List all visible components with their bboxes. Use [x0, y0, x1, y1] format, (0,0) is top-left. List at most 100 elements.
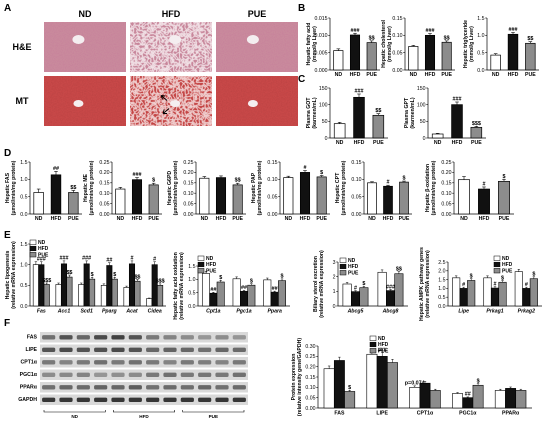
legend-swatch-hfd — [339, 263, 347, 270]
y-tick-label: 0.10 — [441, 191, 451, 197]
central-vein — [73, 100, 84, 107]
y-tick-label: 0.05 — [183, 201, 193, 207]
significance-mark: ### — [426, 28, 435, 34]
y-tick-label: 0.00 — [267, 212, 277, 218]
bar-nd — [490, 54, 501, 71]
chart-d3: Hepatic G6PD(μmol/min/mg protein) 0.00 0.0… — [167, 160, 246, 222]
x-tick-label: Prkag1 — [486, 309, 503, 315]
y-tick-label: 100 — [417, 102, 426, 108]
histology-row-label: MT — [16, 96, 29, 106]
legend-swatch-pue — [197, 268, 205, 274]
bar-pue — [470, 126, 483, 139]
central-vein — [169, 35, 182, 44]
significance-mark: # — [354, 285, 357, 291]
bar-nd — [514, 271, 523, 307]
bar-pue — [66, 276, 73, 307]
legend-label: ND — [378, 336, 386, 342]
blot-band — [146, 335, 160, 340]
blot-band — [163, 372, 177, 378]
bar-nd — [146, 298, 153, 307]
blot-band — [59, 397, 73, 403]
bar-hfd — [151, 264, 158, 307]
bar-hfd — [507, 33, 519, 71]
y-tick-label: 0.15 — [183, 181, 193, 187]
y-tick-label: 0.10 — [305, 385, 315, 391]
blot-band — [42, 347, 56, 353]
bar-pue — [111, 278, 118, 307]
y-tick-label: 1 — [333, 289, 336, 295]
chart-d5: Hepatic CPT(μmol/min/mg protein) 0.00 0.05… — [335, 160, 412, 222]
x-tick-label: ND — [336, 140, 344, 146]
blot-band — [163, 335, 177, 340]
bar-hfd — [299, 172, 311, 215]
y-axis-label: Hepatic ME(μmol/min/mg protein) — [83, 160, 95, 215]
x-tick-label: PUE — [232, 216, 243, 222]
blot-band — [232, 335, 246, 340]
blot-band — [198, 335, 212, 340]
blot-band — [128, 335, 142, 340]
blot-row-label: PGC1α — [20, 372, 38, 378]
y-tick-label: 150 — [417, 86, 426, 92]
blot-strip — [40, 332, 248, 343]
bar-hfd — [50, 174, 62, 215]
significance-mark: ### — [82, 256, 91, 262]
y-axis-label: Hepatic AMPK pathway genes(relative mRNA… — [419, 247, 431, 321]
blot-group-label: ND — [71, 414, 78, 419]
blot-band — [76, 397, 90, 403]
y-tick-label: 0 — [325, 136, 328, 142]
significance-mark: # — [131, 256, 134, 262]
y-tick-label: 0.05 — [351, 194, 361, 200]
significance-mark: $ — [113, 272, 116, 278]
y-tick-label: 50 — [420, 119, 426, 125]
panel-label-f: F — [4, 318, 10, 329]
legend-swatch-nd — [197, 255, 205, 261]
micrograph-texture — [44, 76, 126, 126]
y-tick-label: 0.5 — [477, 50, 484, 56]
charts: Hepatic fatty acid(mmol/g Liver)0.0000.0… — [5, 16, 542, 417]
blot-band — [180, 347, 194, 353]
bar-pue — [344, 391, 356, 409]
x-tick-label: CPT1α — [417, 411, 434, 417]
y-tick-label: 1.0 — [477, 33, 484, 39]
y-tick-label: 0.5 — [20, 194, 27, 200]
micrograph-texture — [216, 22, 298, 72]
blot-band — [198, 347, 212, 353]
bar-hfd — [83, 263, 90, 307]
chart-e2: Hepatic fatty acid oxidation(relative mR… — [173, 252, 290, 320]
bar-pue — [387, 362, 398, 409]
bar-nd — [78, 284, 85, 307]
blot-strip — [40, 357, 248, 368]
western-blot: FAS LIPE CPT1α PGC1α PPARα GAPDH ND HFD PUE — [18, 332, 248, 419]
y-axis-label: Hepatic triglyceride(mmol/g Liver) — [463, 20, 475, 68]
blot-band — [163, 385, 177, 390]
x-tick-label: Pparg — [102, 309, 118, 315]
x-tick-label: Scd1 — [80, 309, 93, 315]
blot-band — [59, 385, 73, 390]
blot-band — [128, 397, 142, 403]
x-tick-label: ND — [35, 216, 43, 222]
group-bracket — [113, 410, 175, 413]
blot-band — [76, 360, 90, 365]
x-tick-label: PUE — [366, 72, 377, 78]
blot-band — [215, 347, 229, 353]
bar-nd — [333, 50, 344, 71]
blot-strip — [40, 344, 248, 355]
x-tick-label: Fas — [37, 309, 46, 315]
central-vein — [170, 100, 181, 107]
blot-band — [180, 385, 194, 390]
bar-hfd — [128, 263, 136, 307]
bar-nd — [367, 182, 377, 215]
significance-mark: $$$ — [156, 279, 165, 285]
significance-mark: $$ — [369, 35, 375, 41]
x-tick-label: Pgc1a — [236, 309, 251, 315]
significance-mark: # — [483, 181, 486, 187]
legend-swatch-pue — [493, 268, 501, 274]
blot-band — [42, 372, 56, 378]
y-axis-label: Plasma GOT(karmen/mL) — [306, 97, 318, 129]
blot-band — [198, 385, 212, 390]
blot-band — [111, 347, 125, 353]
blot-band — [42, 397, 56, 403]
legend-swatch-nd — [493, 255, 501, 261]
bar-hfd — [349, 34, 361, 71]
